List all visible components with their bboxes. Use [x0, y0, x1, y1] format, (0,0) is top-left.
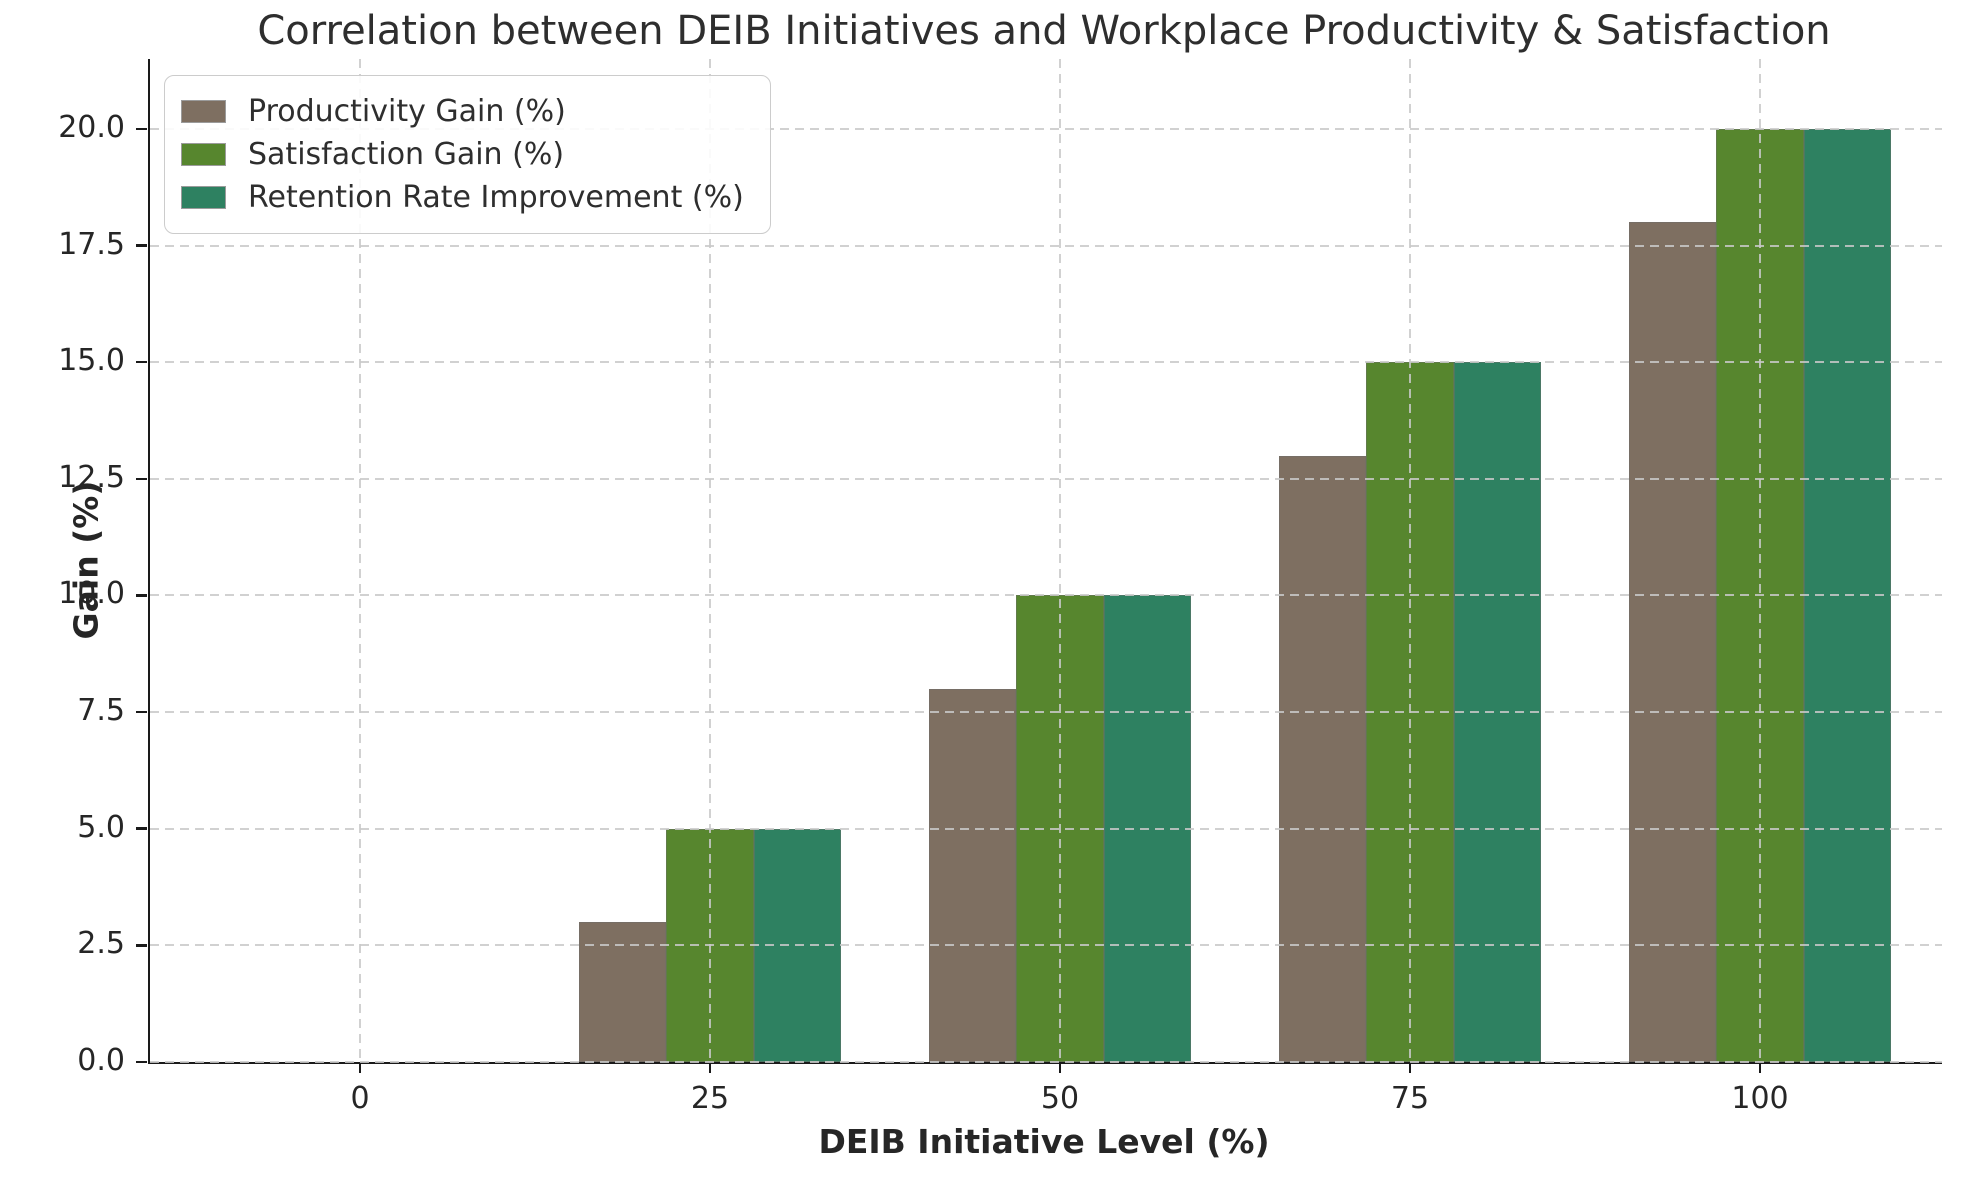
y-tick-label: 15.0: [58, 343, 125, 379]
y-tick: [136, 944, 147, 947]
y-tick-label: 10.0: [58, 576, 125, 612]
y-tick: [136, 710, 147, 714]
x-tick: [1058, 1062, 1062, 1073]
legend-label-productivity: Productivity Gain (%): [248, 94, 566, 129]
bar: [1453, 362, 1542, 1062]
chart-title: Correlation between DEIB Initiatives and…: [257, 8, 1831, 54]
y-tick: [136, 827, 147, 830]
bar: [578, 922, 667, 1062]
y-tick-label: 0.0: [77, 1043, 125, 1078]
bar: [753, 828, 842, 1062]
bar: [1628, 222, 1717, 1062]
x-tick: [1408, 1062, 1412, 1073]
x-tick-label: 100: [1731, 1081, 1789, 1116]
legend: Productivity Gain (%) Satisfaction Gain …: [164, 75, 771, 234]
y-tick-label: 2.5: [77, 926, 125, 962]
y-tick: [136, 1060, 147, 1064]
x-tick-label: 25: [690, 1081, 730, 1116]
y-tick: [136, 360, 147, 364]
bar: [1278, 455, 1367, 1062]
legend-label-satisfaction: Satisfaction Gain (%): [248, 137, 565, 172]
y-tick-label: 7.5: [77, 693, 125, 729]
y-tick: [136, 244, 147, 247]
bar: [1803, 128, 1892, 1062]
x-tick-label: 50: [1040, 1081, 1080, 1116]
y-tick-label: 5.0: [77, 809, 125, 845]
x-tick-label: 0: [350, 1081, 370, 1116]
legend-swatch-satisfaction: [181, 143, 226, 166]
x-tick: [358, 1062, 362, 1073]
legend-item-retention: Retention Rate Improvement (%): [181, 176, 744, 219]
x-axis-label: DEIB Initiative Level (%): [818, 1122, 1270, 1161]
y-tick-label: 12.5: [58, 459, 125, 495]
bar: [1016, 595, 1104, 1062]
plot-area: 0.0 2.5 5.0 7.5 10.0 12.5 15.0 17.5 20.0 0 25 50 75 1…: [58, 59, 1942, 1116]
legend-item-satisfaction: Satisfaction Gain (%): [181, 133, 744, 176]
legend-swatch-productivity: [181, 100, 226, 123]
y-axis-label: Gain (%): [66, 480, 106, 640]
bar: [666, 828, 754, 1062]
x-tick-label: 75: [1390, 1081, 1430, 1116]
tick-layer: 0.0 2.5 5.0 7.5 10.0 12.5 15.0 17.5 20.0 0 25 50 75 1…: [58, 59, 1942, 1116]
y-tick-label: 17.5: [58, 226, 125, 262]
bar: [1366, 362, 1454, 1062]
bar: [1716, 128, 1804, 1062]
y-tick-label: 20.0: [58, 109, 125, 145]
y-tick: [136, 477, 147, 481]
y-tick: [136, 127, 147, 131]
bar: [928, 688, 1017, 1062]
x-tick: [708, 1062, 712, 1073]
bar: [1103, 595, 1192, 1062]
legend-item-productivity: Productivity Gain (%): [181, 90, 744, 133]
y-tick: [136, 594, 147, 597]
legend-label-retention: Retention Rate Improvement (%): [248, 180, 744, 215]
x-tick: [1758, 1062, 1762, 1073]
legend-swatch-retention: [181, 186, 226, 209]
